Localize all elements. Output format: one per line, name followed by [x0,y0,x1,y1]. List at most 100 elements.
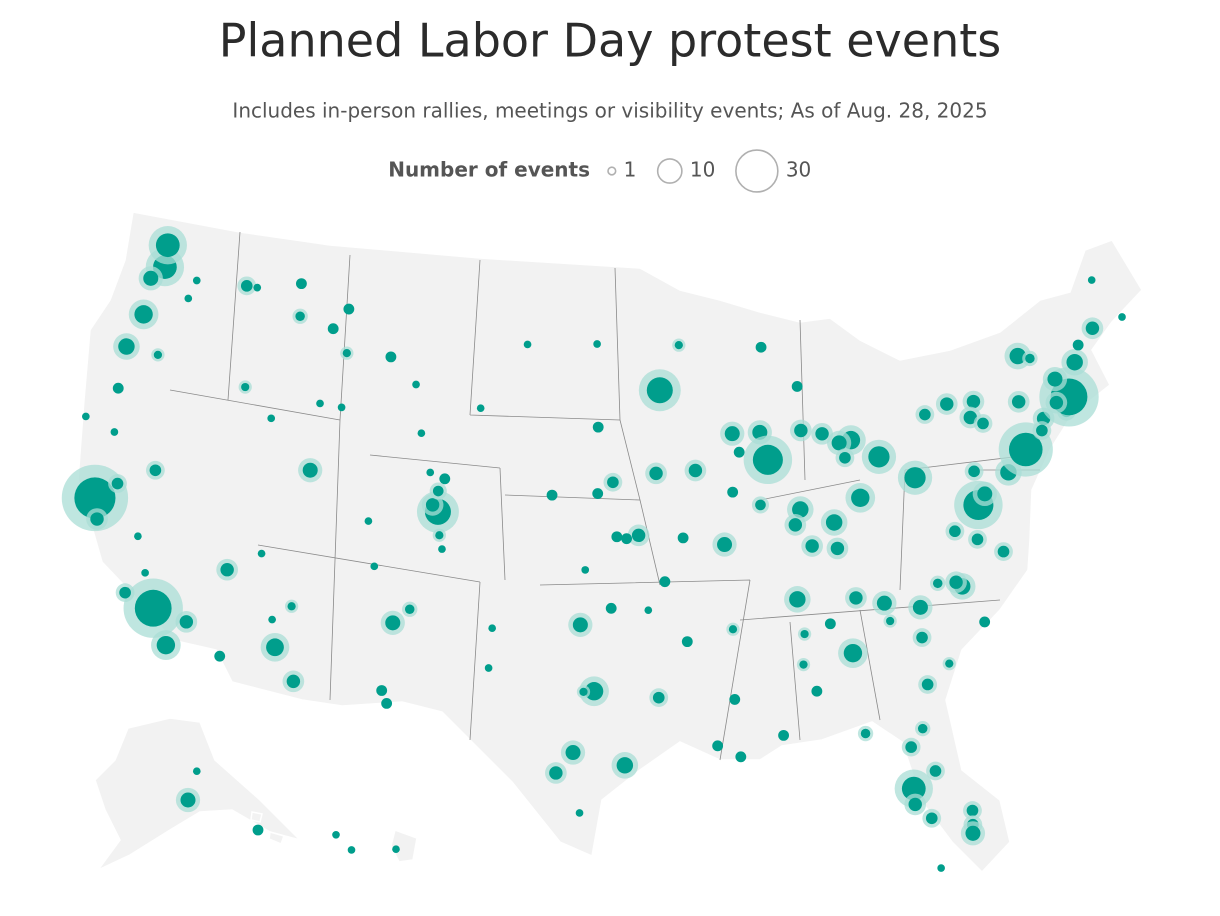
bubble [681,636,693,648]
contiguous-us [77,211,1143,874]
bubble [438,545,446,553]
bubble-core [825,514,843,531]
bubble-core [800,629,809,639]
bubble-core [949,525,961,538]
bubble [791,381,803,392]
bubble-core [1047,371,1063,387]
bubble-core [904,467,926,489]
bubble-core [805,539,819,553]
bubble [605,602,617,614]
bubble-core [572,617,588,633]
bubble-core [1036,424,1048,437]
bubble [316,399,324,408]
legend-size-circle [735,149,779,193]
bubble-core [831,435,847,451]
bubble-core [966,394,981,409]
bubble [755,341,767,353]
bubble-core [652,691,665,704]
bubble [611,531,623,543]
bubble-core [977,486,993,502]
bubble-core [815,427,829,441]
bubble-core [119,586,131,599]
bubble-core [180,792,196,808]
bubble [347,846,356,854]
bubble [1118,313,1126,321]
bubble-core [968,465,980,478]
legend-size-label: 30 [786,158,811,182]
legend: 1 10 30 [607,149,811,193]
bubble-core [752,444,783,475]
bubble [267,414,276,423]
state-borders [169,231,1040,761]
bubble-core [1025,353,1035,364]
bubble-core [963,410,978,425]
bubble-core [649,466,663,481]
legend-size-label: 10 [690,158,715,182]
bubble-core [794,423,808,438]
bubble-core [868,446,890,468]
bubble [192,767,201,776]
bubble-core [788,518,803,532]
bubble-core [631,528,646,543]
bubble [253,283,262,292]
bubble [733,446,745,458]
bubble [364,517,373,525]
bubble-core [728,625,738,634]
bubble-core [153,350,163,359]
bubble [112,382,124,394]
bubble [192,276,201,285]
bubble [370,562,379,571]
bubble-core [118,338,135,355]
legend-title: Number of events [388,158,590,182]
hawaii [250,811,418,863]
bubble-core [966,804,979,817]
bubble [484,664,493,672]
bubble-core [607,476,619,489]
bubble [592,421,604,433]
bubble-core [156,635,176,655]
bubble [621,533,633,545]
bubble-core [792,501,809,518]
bubble [811,685,823,697]
bubble-core [799,660,808,669]
bubble-core [843,643,863,663]
bubble [332,830,340,839]
bubble-core [1066,354,1083,371]
bubble-core [674,341,683,350]
bubble-core [435,531,444,540]
bubble-core [74,477,116,519]
bubble-core [579,687,588,696]
bubble [735,751,747,763]
bubble-core [134,589,172,627]
bubble-core [266,638,284,657]
bubble-core [921,678,934,691]
bubble-core [755,499,766,511]
bubble [593,340,601,348]
bubble-core [912,599,928,615]
chart-title: Planned Labor Day protest events [219,14,1001,68]
bubble [327,323,339,335]
bubbles [61,226,1126,872]
bubble [376,685,388,696]
bubble-core [155,233,180,258]
bubble-core [932,578,943,589]
bubble-core [179,615,194,629]
legend-size-label: 1 [624,158,637,182]
bubble-core [908,797,922,812]
bubble-core [616,757,634,774]
bubble [252,824,264,836]
bubble [575,809,584,817]
bubble [257,549,266,558]
bubble [82,412,90,421]
legend-size-circle [656,158,683,184]
bubble-core [849,591,863,605]
bubble [581,566,590,574]
bubble-core [143,270,159,286]
bubble-core [929,765,942,777]
bubble [727,486,739,498]
bubble-core [134,305,153,324]
bubble [523,340,532,349]
bubble-core [295,311,305,322]
